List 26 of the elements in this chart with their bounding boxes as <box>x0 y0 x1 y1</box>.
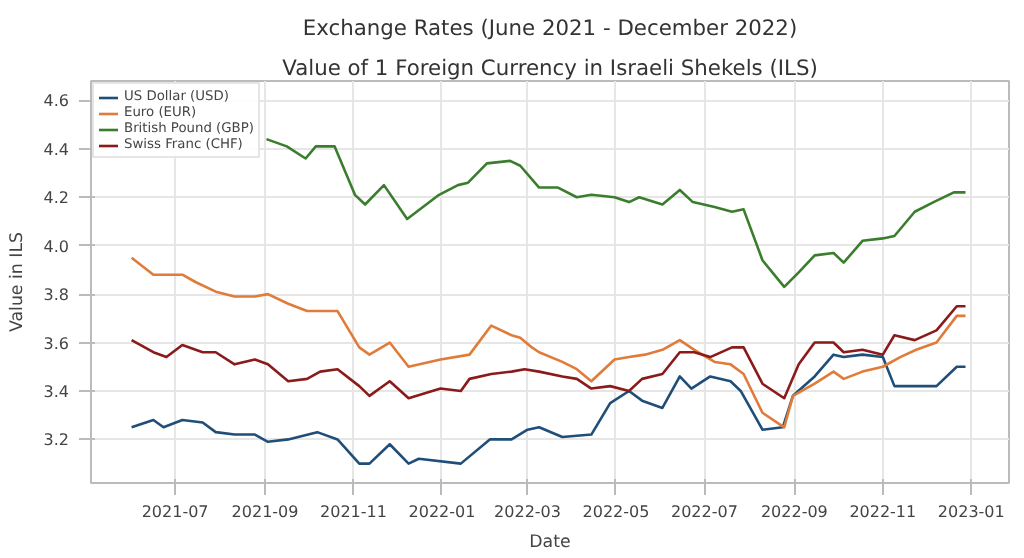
line-series <box>130 353 967 465</box>
y-tick-label: 3.4 <box>43 382 70 401</box>
y-tick-label: 3.6 <box>43 334 70 353</box>
x-tick-label: 2023-01 <box>937 503 1005 521</box>
x-tick-label: 2022-03 <box>494 503 561 521</box>
y-tick-label: 4.2 <box>43 189 70 208</box>
x-tick-label: 2021-09 <box>231 503 299 521</box>
chart-title: Exchange Rates (June 2021 - December 2022) <box>302 15 798 41</box>
y-tick-label: 4.6 <box>43 92 70 111</box>
x-axis-title: Date <box>529 533 571 553</box>
y-axis-title: Value in ILS <box>7 230 28 333</box>
x-tick-label: 2021-11 <box>320 503 387 521</box>
x-tick-label: 2022-11 <box>849 503 917 521</box>
y-tick-label: 3.2 <box>43 431 70 450</box>
x-tick-label: 2022-05 <box>582 503 650 521</box>
chart-subtitle: Value of 1 Foreign Currency in Israeli Shekels (ILS) <box>282 55 818 81</box>
x-tick-label: 2022-01 <box>408 503 476 521</box>
line-series <box>130 256 967 429</box>
y-tick-label: 4.0 <box>43 237 70 256</box>
y-tick-label: 4.4 <box>43 140 70 159</box>
x-tick-label: 2022-09 <box>760 503 828 521</box>
y-tick-label: 3.8 <box>43 286 70 305</box>
x-tick-label: 2021-07 <box>141 503 209 521</box>
line-series <box>130 304 967 400</box>
line-series <box>265 137 967 289</box>
x-tick-label: 2022-07 <box>671 503 738 521</box>
